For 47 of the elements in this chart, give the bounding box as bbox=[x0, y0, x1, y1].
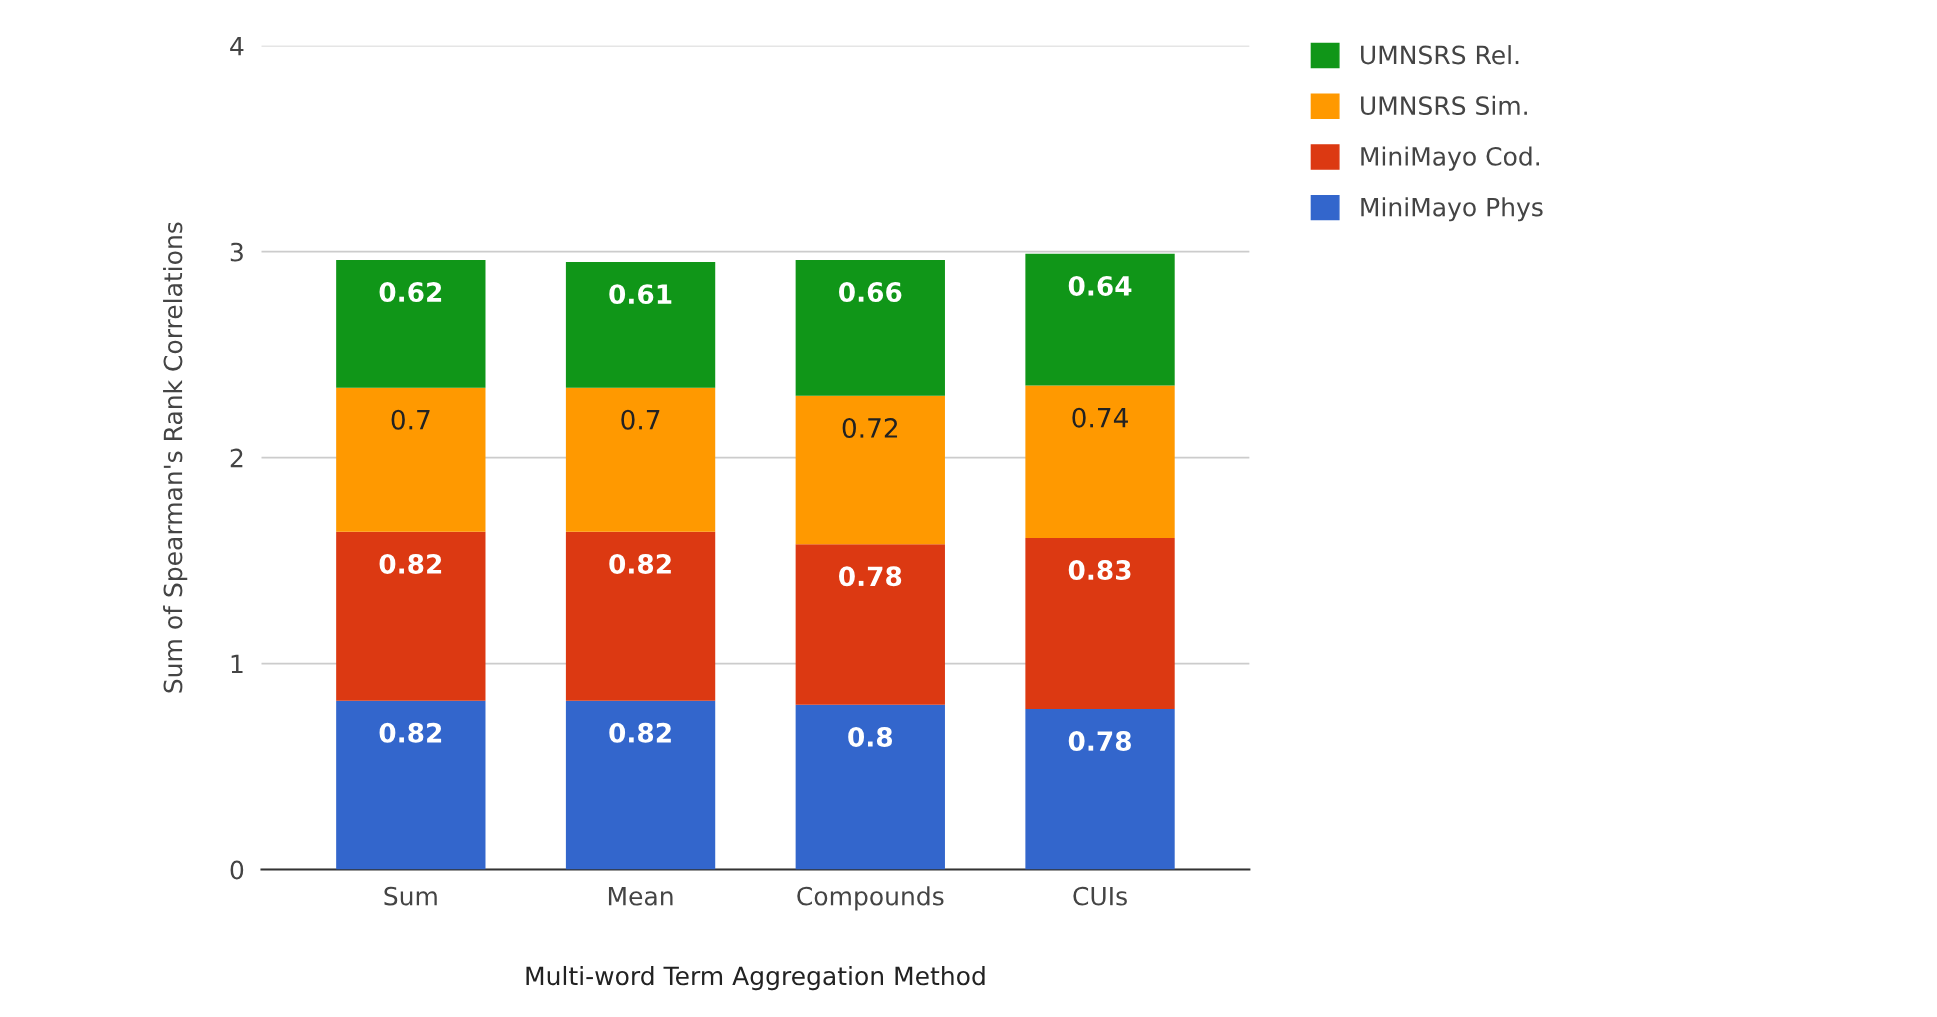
data-label: 0.83 bbox=[1068, 560, 1131, 581]
bar bbox=[565, 531, 716, 701]
data-label: 0.82 bbox=[379, 722, 442, 743]
bar bbox=[565, 262, 716, 388]
bar bbox=[565, 700, 716, 870]
bar bbox=[565, 387, 716, 532]
data-label: 0.7 bbox=[391, 409, 430, 430]
x-axis-title: Multi-word Term Aggregation Method bbox=[526, 965, 985, 991]
bar bbox=[336, 700, 486, 870]
x-tick-label: Sum bbox=[384, 886, 437, 906]
bar bbox=[795, 544, 945, 705]
bar bbox=[1025, 385, 1175, 538]
bar bbox=[336, 259, 486, 388]
data-label: 0.82 bbox=[379, 553, 442, 574]
legend-label: UMNSRS Rel. bbox=[1361, 45, 1519, 65]
bar bbox=[336, 531, 486, 701]
bar bbox=[795, 395, 945, 545]
y-axis-title: Sum of Spearman's Rank Correlations bbox=[163, 222, 188, 693]
data-label: 0.64 bbox=[1068, 275, 1132, 296]
data-label: 0.78 bbox=[839, 566, 902, 587]
data-label: 0.72 bbox=[842, 418, 898, 438]
bar bbox=[795, 259, 945, 396]
data-label: 0.78 bbox=[1068, 731, 1131, 752]
bar bbox=[795, 704, 945, 870]
bar bbox=[1025, 708, 1175, 870]
bar bbox=[1025, 537, 1175, 709]
data-label: 0.66 bbox=[839, 282, 902, 303]
data-label: 0.62 bbox=[379, 282, 442, 303]
legend-label: UMNSRS Sim. bbox=[1361, 95, 1527, 116]
data-label: 0.8 bbox=[848, 726, 893, 747]
legend-label: MiniMayo Phys bbox=[1361, 197, 1543, 222]
bar bbox=[336, 387, 486, 532]
x-tick-label: CUIs bbox=[1073, 886, 1127, 906]
x-tick-label: Compounds bbox=[797, 886, 944, 911]
legend-label: MiniMayo Cod. bbox=[1361, 146, 1539, 171]
data-label: 0.7 bbox=[621, 409, 660, 430]
data-label: 0.82 bbox=[609, 553, 671, 574]
data-label: 0.74 bbox=[1072, 407, 1128, 428]
y-tick-label: 0 bbox=[230, 860, 244, 880]
bar bbox=[1025, 253, 1175, 386]
y-tick-label: 1 bbox=[231, 654, 243, 674]
y-tick-label: 2 bbox=[230, 448, 243, 468]
y-tick-label: 4 bbox=[230, 37, 244, 56]
x-tick-label: Mean bbox=[608, 886, 673, 906]
data-label: 0.82 bbox=[609, 722, 671, 743]
y-tick-label: 3 bbox=[230, 242, 243, 262]
data-label: 0.61 bbox=[609, 284, 672, 305]
